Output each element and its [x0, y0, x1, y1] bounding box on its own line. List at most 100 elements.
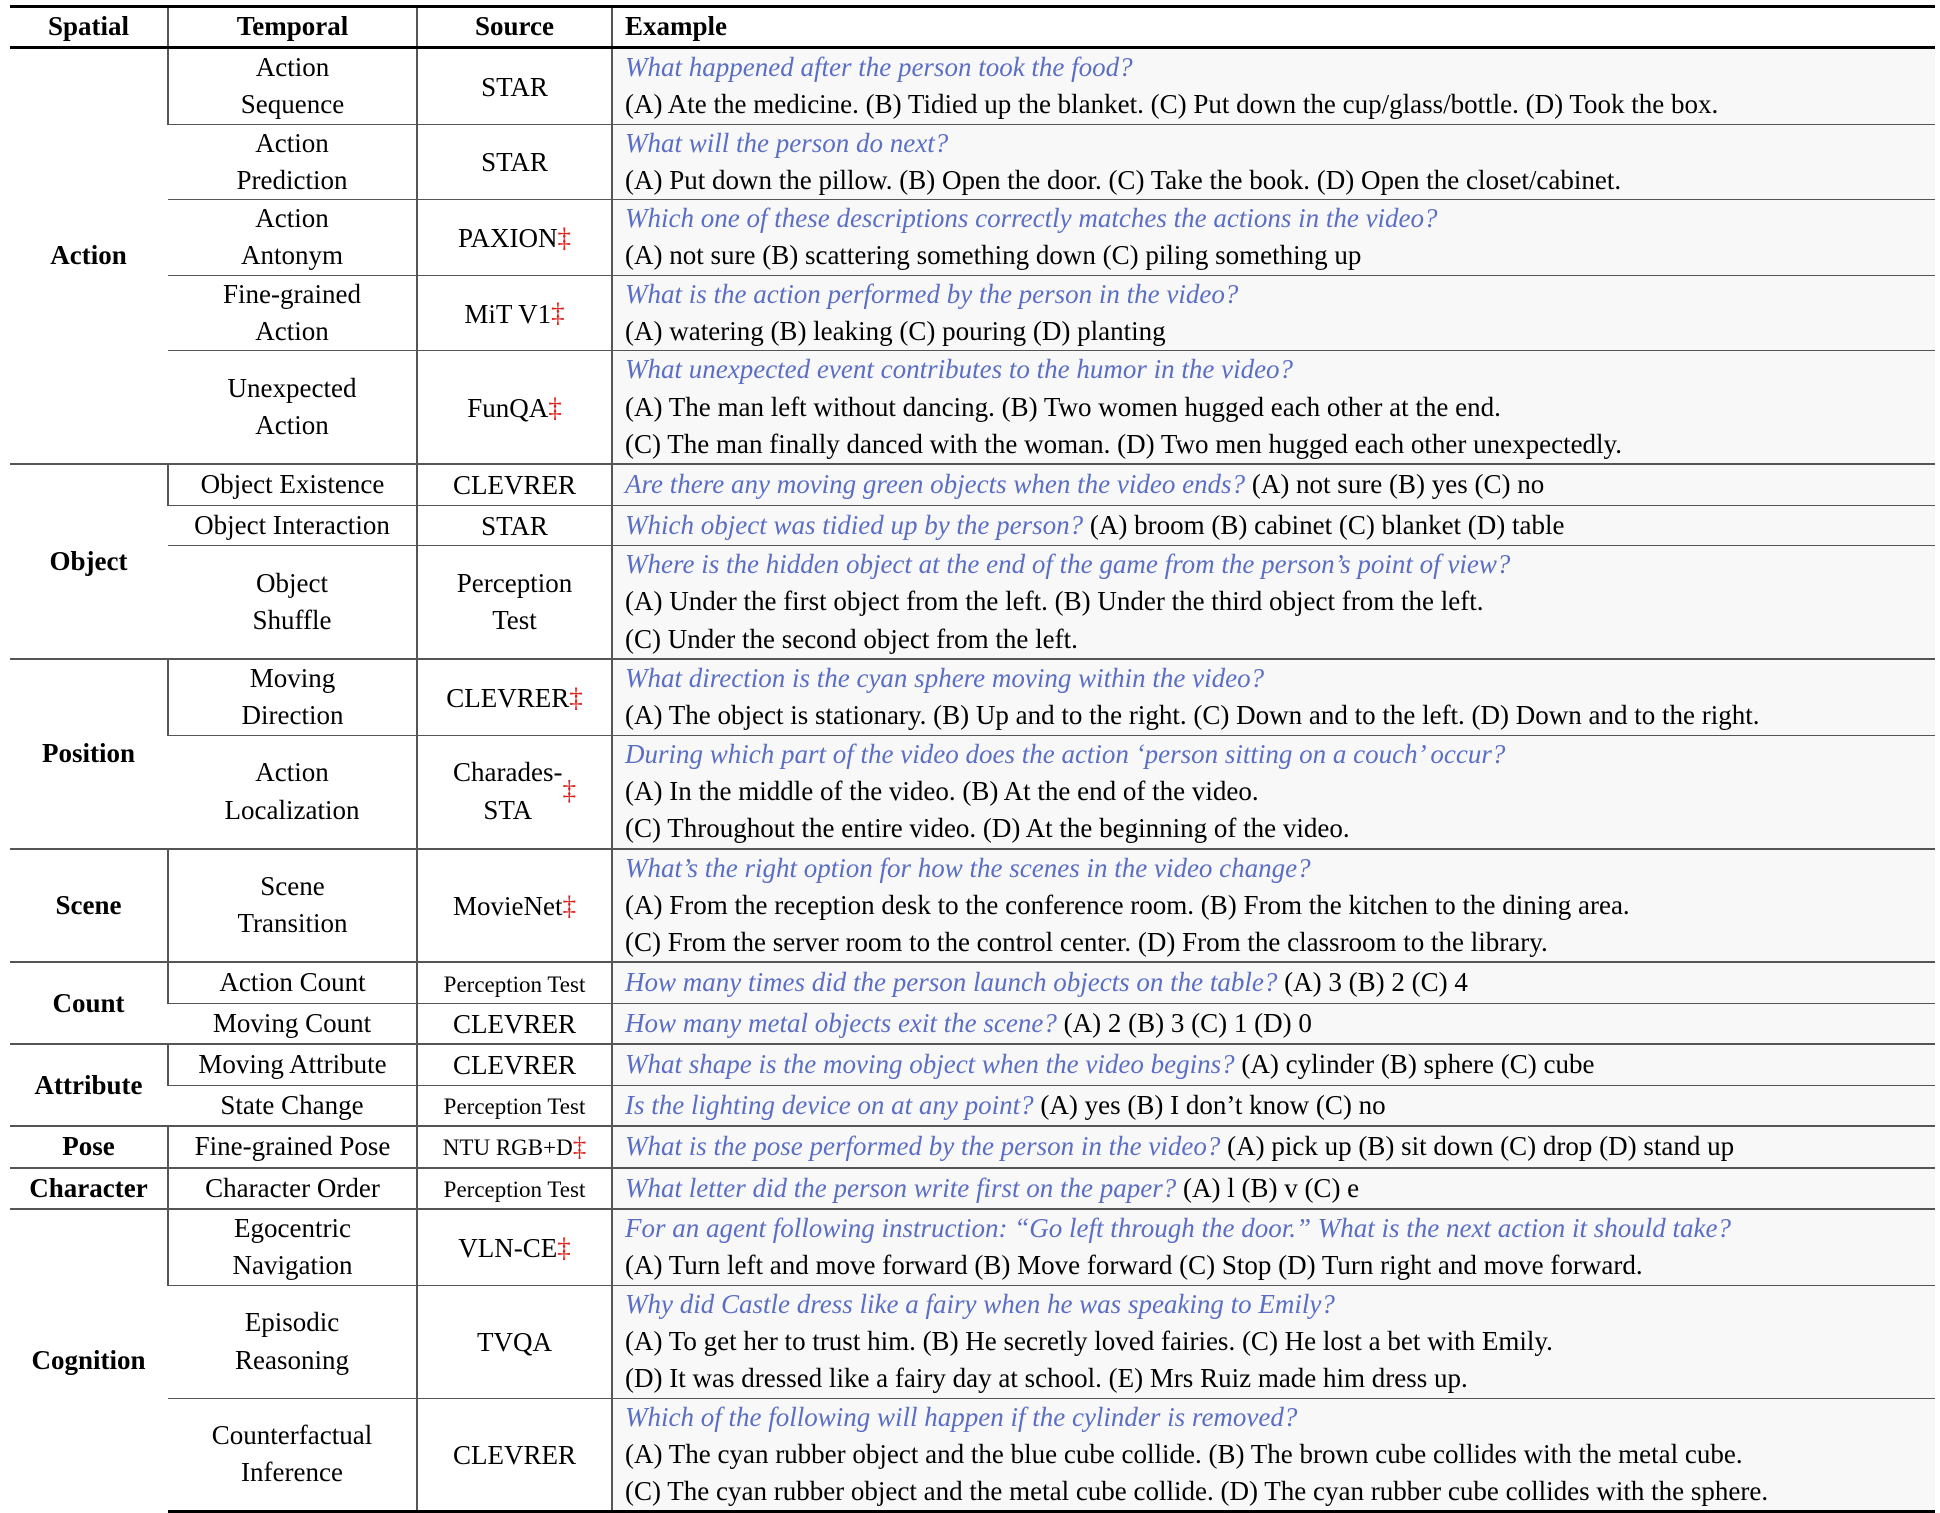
source-text: Charades-: [453, 757, 563, 788]
example-cell: Is the lighting device on at any point? …: [611, 1084, 1935, 1127]
table-row: Fine-grained Action MiT V1 ‡ What is the act…: [10, 274, 1935, 351]
source-cell: CLEVRER: [416, 1043, 612, 1086]
source-name: NTU RGB+D: [443, 1129, 573, 1166]
source-cell: STAR: [416, 504, 612, 546]
example-options: (A) The man left without dancing. (B) Tw…: [625, 391, 1501, 422]
example-options: (A) pick up (B) sit down (C) drop (D) st…: [1227, 1131, 1735, 1162]
header-temporal: Temporal: [167, 5, 417, 49]
example-cell: What is the action performed by the pers…: [611, 274, 1935, 351]
table-row: State Change Perception Test Is the lighti…: [10, 1084, 1935, 1127]
example-options: (A) In the middle of the video. (B) At t…: [625, 775, 1259, 806]
temporal-label: Transition: [237, 908, 348, 939]
source-text: PAXION: [457, 222, 558, 253]
temporal-label: Action: [255, 203, 329, 234]
source-text: STAR: [481, 147, 548, 178]
example-cell: Which one of these descriptions correctl…: [611, 199, 1935, 276]
source-name: FunQA: [467, 390, 548, 427]
table-row: Pose Fine-grained Pose NTU RGB+D ‡ What is t…: [10, 1125, 1935, 1168]
temporal-cell: Episodic Reasoning: [168, 1284, 417, 1399]
temporal-label: Localization: [224, 794, 360, 825]
source-cell: STAR: [416, 47, 612, 125]
source-cell: NTU RGB+D ‡: [416, 1125, 612, 1168]
source-name: Perception Test: [444, 1171, 586, 1208]
temporal-label: Object Existence: [200, 469, 385, 500]
source-text: Perception Test: [443, 1176, 586, 1202]
source-cell: Perception Test: [416, 961, 612, 1004]
example-options: (A) l (B) v (C) e: [1182, 1172, 1360, 1203]
source-name: MovieNet: [453, 888, 562, 925]
source-name: Perception Test: [444, 966, 586, 1003]
spatial-cell: Character: [10, 1166, 168, 1210]
temporal-label: Object Interaction: [194, 509, 390, 540]
example-question: During which part of the video does the …: [625, 738, 1506, 769]
temporal-cell: Fine-grained Action: [168, 274, 417, 351]
dagger-mark: ‡: [569, 682, 583, 713]
temporal-cell: Moving Attribute: [167, 1043, 417, 1086]
table-row: Moving Count CLEVRER How many metal object…: [10, 1002, 1935, 1045]
source-text: STA: [483, 794, 533, 825]
example-cell: Which of the following will happen if th…: [611, 1397, 1935, 1513]
temporal-cell: Character Order: [167, 1166, 417, 1210]
temporal-label: Action: [255, 316, 329, 347]
example-question: Which object was tidied up by the person…: [625, 509, 1084, 540]
temporal-cell: Moving Count: [168, 1002, 417, 1045]
source-text: MovieNet: [453, 890, 563, 921]
example-line: What is the pose performed by the person…: [625, 1128, 1927, 1165]
example-question: What unexpected event contributes to the…: [625, 354, 1294, 385]
example-line: Which object was tidied up by the person…: [625, 507, 1927, 544]
temporal-label: Moving Count: [212, 1007, 372, 1038]
dagger-mark: ‡: [548, 392, 562, 423]
source-text: FunQA: [467, 392, 549, 423]
dagger-mark: ‡: [562, 775, 576, 806]
source-text: Perception Test: [443, 971, 586, 997]
example-cell: What letter did the person write first o…: [611, 1166, 1935, 1210]
source-name: Charades- STA: [453, 754, 562, 829]
example-cell: What is the pose performed by the person…: [611, 1125, 1935, 1168]
table-row: Object Object Existence CLEVRER Are there a…: [10, 463, 1935, 660]
temporal-label: Character Order: [205, 1172, 380, 1203]
temporal-label: State Change: [220, 1089, 364, 1120]
temporal-cell: Scene Transition: [167, 847, 417, 963]
example-question: For an agent following instruction: “Go …: [625, 1213, 1731, 1244]
temporal-label: Moving Attribute: [198, 1049, 387, 1080]
temporal-label: Fine-grained Pose: [194, 1131, 391, 1162]
dagger-mark: ‡: [551, 298, 565, 329]
dagger-mark: ‡: [557, 222, 572, 253]
source-name: Perception Test: [457, 565, 572, 640]
example-options: (A) Under the first object from the left…: [625, 586, 1484, 617]
source-name: Perception Test: [444, 1088, 586, 1125]
benchmark-task-table: Spatial Temporal Source Example Action Ac…: [10, 5, 1935, 1513]
temporal-label: Shuffle: [252, 605, 332, 636]
source-name: CLEVRER: [453, 467, 576, 504]
example-options: (A) Ate the medicine. (B) Tidied up the …: [625, 89, 1719, 120]
source-cell: Charades- STA ‡: [416, 734, 612, 849]
example-cell: What unexpected event contributes to the…: [611, 350, 1935, 465]
example-question: What is the pose performed by the person…: [625, 1131, 1221, 1162]
example-cell: Are there any moving green objects when …: [611, 463, 1935, 506]
example-options: (A) The object is stationary. (B) Up and…: [625, 700, 1760, 731]
source-cell: CLEVRER ‡: [416, 658, 612, 736]
dagger-mark: ‡: [557, 1232, 571, 1263]
source-text: Perception: [456, 567, 573, 598]
source-cell: CLEVRER: [416, 1002, 612, 1045]
temporal-cell: Fine-grained Pose: [167, 1125, 417, 1168]
spatial-cell: Object: [10, 463, 168, 660]
example-question: What direction is the cyan sphere moving…: [625, 663, 1265, 694]
source-text: CLEVRER: [452, 1050, 576, 1081]
example-cell: What will the person do next? (A) Put dow…: [611, 123, 1935, 200]
source-text: STAR: [481, 510, 548, 541]
example-line: Are there any moving green objects when …: [625, 466, 1927, 503]
source-text: TVQA: [477, 1326, 552, 1357]
source-text: CLEVRER: [452, 1008, 576, 1039]
example-options: (A) The cyan rubber object and the blue …: [625, 1438, 1743, 1469]
spatial-cell: Cognition: [10, 1208, 168, 1512]
temporal-label: Reasoning: [235, 1344, 349, 1375]
source-text: Perception Test: [443, 1093, 586, 1119]
example-options: (A) broom (B) cabinet (C) blanket (D) ta…: [1089, 509, 1565, 540]
example-question: Why did Castle dress like a fairy when h…: [625, 1288, 1335, 1319]
table-row: Unexpected Action FunQA ‡ What unexpected ev…: [10, 350, 1935, 465]
example-options: (C) From the server room to the control …: [625, 927, 1548, 958]
source-name: PAXION: [458, 220, 558, 257]
temporal-label: Direction: [241, 700, 344, 731]
header-spatial: Spatial: [10, 5, 168, 49]
